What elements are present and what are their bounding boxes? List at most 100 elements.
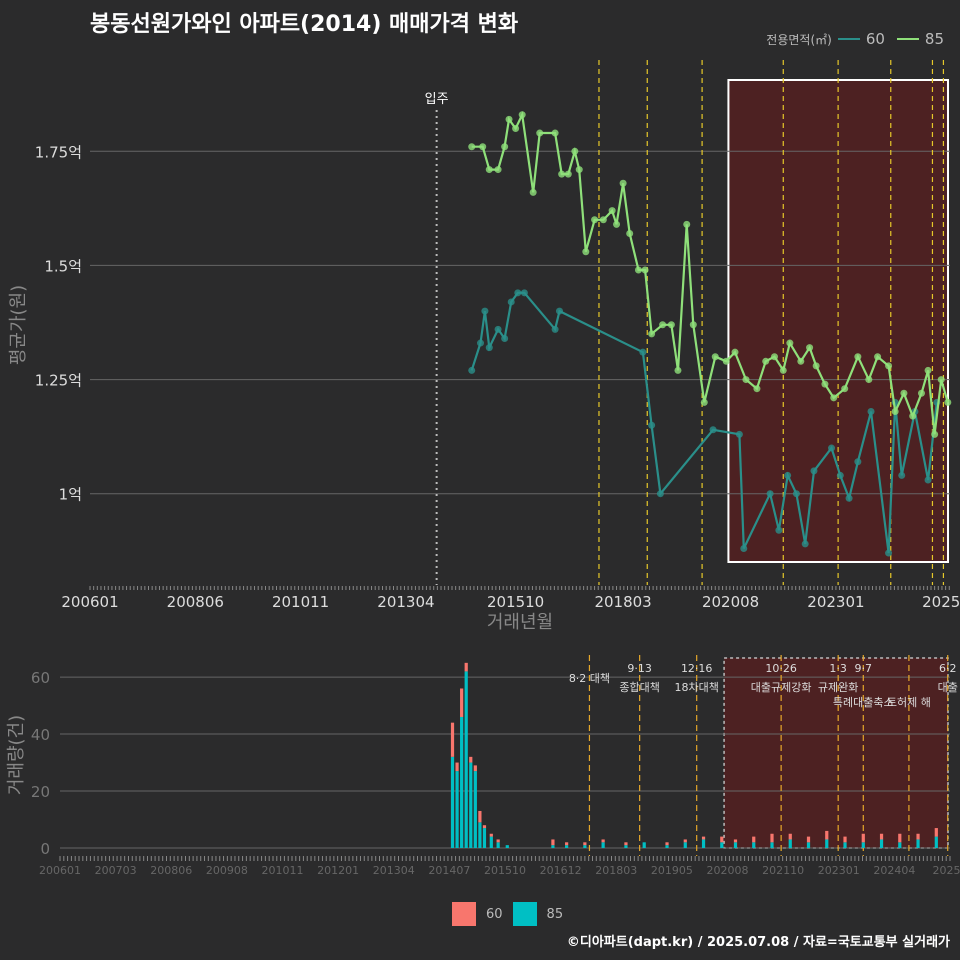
x-tick-label-volume: 201201 [317, 864, 359, 877]
bar-85 [825, 839, 829, 848]
policy-label-date: 8·2 대책 [569, 672, 610, 685]
data-point-85 [551, 129, 559, 137]
data-point-85 [917, 389, 925, 397]
data-point-60 [735, 430, 743, 438]
series-line-85 [471, 111, 949, 435]
x-tick-label-volume: 201407 [428, 864, 470, 877]
bar-85 [701, 839, 706, 848]
data-point-85 [874, 353, 882, 361]
data-point-85 [830, 394, 838, 402]
bar-85 [565, 845, 569, 848]
data-point-60 [507, 298, 515, 306]
data-point-85 [854, 353, 862, 361]
x-tick-label: 201011 [272, 593, 329, 611]
y-tick-label-volume: 0 [40, 840, 50, 858]
bar-60 [496, 839, 500, 843]
data-point-85 [812, 362, 820, 370]
x-tick-label-volume: 202404 [873, 864, 915, 877]
x-tick-label-volume: 200601 [39, 864, 81, 877]
data-point-60 [551, 325, 559, 333]
bar-60 [752, 836, 756, 843]
data-point-85 [683, 220, 691, 228]
bar-60 [482, 825, 487, 829]
x-tick-label-volume: 201905 [651, 864, 693, 877]
data-point-60 [709, 426, 717, 434]
data-point-85 [865, 376, 873, 384]
policy-label-name: 대출 [938, 681, 958, 694]
bar-60 [464, 662, 468, 672]
data-point-85 [634, 266, 642, 274]
bar-60 [770, 833, 774, 843]
data-point-85 [689, 321, 697, 329]
x-tick-label-volume: 202008 [707, 864, 749, 877]
bar-85 [683, 842, 687, 848]
bar-60 [898, 833, 902, 843]
data-point-85 [518, 111, 526, 119]
data-point-60 [775, 526, 783, 534]
data-point-85 [797, 357, 805, 365]
data-point-60 [828, 444, 836, 452]
data-point-60 [784, 471, 792, 479]
data-point-60 [656, 490, 664, 498]
chart-title: 봉동선원가와인 아파트(2014) 매매가격 변화 [90, 12, 519, 37]
data-point-60 [477, 339, 485, 347]
bar-60 [455, 762, 459, 772]
data-point-85 [608, 207, 616, 215]
bar-60 [861, 833, 865, 843]
policy-label-date: 12·16 [681, 662, 713, 675]
bar-85 [879, 839, 884, 848]
bar-60 [934, 828, 938, 837]
move-in-label: 입주 [425, 92, 449, 107]
bar-60 [624, 842, 628, 846]
bar-85 [642, 842, 646, 848]
data-point-60 [514, 289, 522, 297]
data-point-85 [909, 412, 917, 420]
data-point-60 [924, 476, 932, 484]
data-point-85 [599, 216, 607, 224]
bar-85 [624, 845, 628, 848]
bar-60 [473, 765, 477, 772]
data-point-85 [575, 166, 583, 174]
data-point-60 [740, 544, 748, 552]
data-point-85 [742, 376, 750, 384]
bar-60 [701, 836, 706, 840]
data-point-85 [885, 362, 893, 370]
policy-label-date: 1·3 [829, 662, 847, 675]
y-tick-label-volume: 60 [31, 669, 50, 687]
y-tick-label: 1.25억 [35, 372, 82, 390]
data-point-60 [494, 325, 502, 333]
bar-60 [665, 842, 669, 846]
data-point-60 [885, 549, 893, 557]
bar-60 [565, 842, 569, 846]
bar-60 [478, 810, 482, 823]
data-point-60 [520, 289, 528, 297]
data-point-85 [731, 348, 739, 356]
highlight-box-volume [723, 657, 949, 849]
x-axis-title: 거래년월 [487, 612, 553, 633]
x-tick-label: 2025 [922, 593, 960, 611]
bar-85 [601, 842, 605, 848]
bar-60 [825, 830, 829, 840]
data-point-85 [674, 366, 682, 374]
x-tick-label: 201803 [594, 593, 651, 611]
data-point-85 [700, 398, 708, 406]
data-point-60 [485, 344, 493, 352]
x-tick-label: 201510 [487, 593, 544, 611]
bar-60 [551, 839, 555, 846]
bar-85 [733, 842, 738, 848]
data-point-85 [501, 143, 509, 151]
bar-85 [916, 839, 920, 848]
data-point-60 [801, 540, 809, 548]
data-point-60 [648, 421, 656, 429]
legend-title: 전용면적(㎡) [766, 32, 832, 47]
data-point-85 [944, 398, 952, 406]
data-point-85 [722, 357, 730, 365]
bar-60 [720, 836, 724, 843]
price-chart: 1억 1.25억 1.5억 1.75억 200601 200806 201011 201304… [8, 60, 960, 633]
y-tick-label: 1.75억 [35, 143, 82, 161]
policy-label-date: 6·2 [939, 662, 957, 675]
y-tick-label-volume: 40 [31, 726, 50, 744]
legend-label-85-bar: 85 [546, 906, 564, 922]
data-point-85 [468, 143, 476, 151]
data-point-60 [836, 471, 844, 479]
